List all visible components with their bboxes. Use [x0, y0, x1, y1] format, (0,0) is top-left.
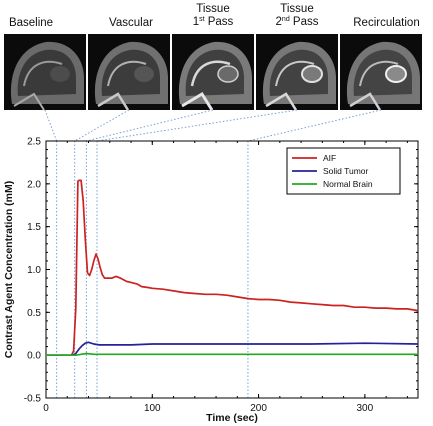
panel-label-line: Baseline	[8, 17, 54, 29]
pass-word: Pass	[289, 16, 319, 28]
x-tick-label: 200	[250, 403, 267, 414]
y-tick-label: 2.5	[27, 137, 41, 148]
legend: AIF Solid Tumor Normal Brain	[286, 147, 401, 195]
panel-label-line2: 1st Pass	[172, 16, 254, 29]
brain-scan-image	[262, 41, 336, 110]
y-tick-label: 1.5	[27, 222, 41, 233]
guide-connector	[86, 109, 214, 142]
axis-ticks: -0.5 0.0 0.5 1.0 1.5 2.0 2.5 0 100 200 300	[24, 137, 418, 414]
legend-label: Solid Tumor	[323, 166, 369, 176]
y-tick-label: -0.5	[24, 394, 42, 405]
pass-word: Pass	[204, 16, 234, 28]
ordinal-number: 2	[275, 16, 282, 28]
panel-label-recirculation: Recirculation	[340, 17, 433, 30]
y-tick-label: 2.0	[27, 179, 41, 190]
y-tick-label: 0.0	[27, 351, 41, 362]
series-line-solid-tumor	[46, 341, 419, 357]
ordinal-suffix: st	[199, 16, 205, 23]
legend-label: Normal Brain	[323, 179, 373, 189]
mri-thumbnail-vascular	[88, 34, 170, 110]
panel-label-vascular: Vascular	[90, 17, 172, 30]
ordinal-suffix: nd	[281, 16, 290, 23]
mri-thumbnail-tissue-first-pass	[172, 34, 254, 110]
series-lines	[46, 179, 419, 357]
panel-label-line2: 2nd Pass	[256, 16, 338, 29]
x-tick-label: 0	[43, 403, 49, 414]
x-axis-label: Time (sec)	[206, 412, 258, 424]
guide-connector	[44, 109, 58, 142]
panel-label-line: Vascular	[109, 17, 153, 29]
brain-scan-image	[346, 41, 420, 110]
panel-label-baseline: Baseline	[0, 17, 62, 30]
series-line-normal-brain	[46, 352, 418, 357]
mri-thumbnail-recirculation	[340, 34, 422, 110]
brain-scan-image	[178, 41, 252, 110]
brain-scan-image	[94, 41, 168, 110]
guide-connector	[74, 109, 130, 142]
ordinal-number: 1	[192, 16, 200, 28]
mri-thumbnail-baseline	[4, 34, 86, 110]
panel-label-tissue-first-pass: Tissue 1st Pass	[172, 3, 254, 29]
y-axis-label: Contrast Agent Concentration (mM)	[3, 181, 15, 359]
panel-label-line: Tissue	[280, 3, 314, 15]
panel-label-tissue-second-pass: Tissue 2nd Pass	[256, 3, 338, 29]
mri-thumbnail-tissue-second-pass	[256, 34, 338, 110]
series-line-aif	[46, 179, 419, 357]
brain-scan-image	[10, 41, 84, 110]
y-tick-label: 1.0	[27, 265, 41, 276]
x-tick-label: 100	[144, 403, 161, 414]
y-tick-label: 0.5	[27, 308, 41, 319]
guide-connector	[96, 109, 298, 142]
panel-label-line: Tissue	[196, 3, 230, 15]
x-tick-label: 300	[357, 403, 374, 414]
panel-label-line: Recirculation	[353, 17, 420, 29]
legend-label: AIF	[323, 153, 336, 163]
